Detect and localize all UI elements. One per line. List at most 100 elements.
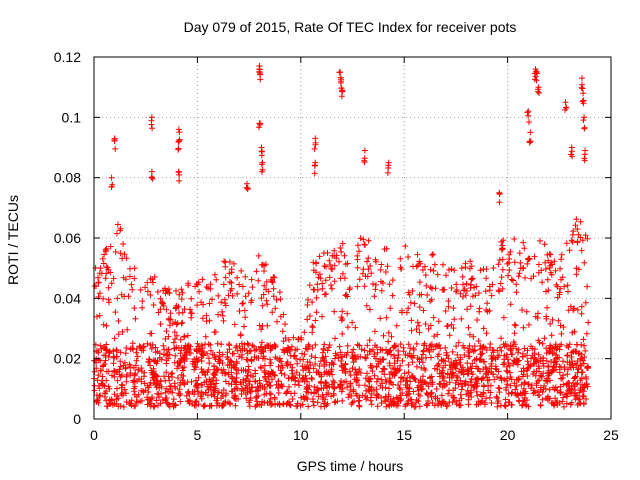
data-point — [507, 374, 514, 380]
data-point — [139, 304, 146, 311]
data-point — [331, 252, 338, 259]
data-point — [147, 275, 154, 282]
data-point — [550, 401, 557, 408]
data-point — [199, 276, 206, 283]
data-point — [296, 382, 302, 389]
data-point — [347, 372, 354, 379]
data-point — [416, 258, 423, 265]
data-point — [551, 359, 558, 366]
data-point — [496, 191, 503, 198]
data-point — [176, 291, 183, 298]
data-point — [391, 352, 398, 359]
data-point — [364, 342, 371, 349]
data-point — [504, 260, 511, 267]
data-point — [583, 380, 590, 387]
data-point — [344, 310, 351, 317]
data-point — [457, 391, 464, 398]
data-point — [446, 387, 453, 394]
data-point — [558, 375, 564, 382]
data-point — [378, 261, 385, 268]
data-point — [457, 362, 464, 369]
data-point — [512, 386, 519, 393]
data-point — [464, 288, 470, 294]
data-point — [118, 390, 125, 397]
data-point — [163, 360, 170, 367]
data-point — [505, 390, 512, 397]
data-point — [304, 316, 311, 323]
data-point — [430, 267, 437, 274]
data-point — [162, 397, 169, 404]
data-point — [378, 287, 385, 294]
data-point — [102, 352, 109, 359]
data-point — [187, 310, 194, 316]
data-point — [98, 270, 105, 277]
data-point — [379, 280, 386, 286]
data-point — [383, 378, 390, 385]
data-point — [122, 365, 129, 372]
data-point — [511, 259, 518, 266]
data-point — [131, 305, 138, 312]
data-point — [431, 261, 438, 268]
data-point — [385, 338, 392, 345]
data-point — [558, 330, 565, 337]
data-point — [111, 354, 118, 361]
data-point — [254, 383, 261, 390]
data-point — [574, 238, 581, 245]
data-point — [573, 362, 580, 369]
data-point — [511, 330, 518, 337]
data-point — [315, 393, 322, 400]
data-point — [525, 321, 532, 328]
data-point — [485, 369, 492, 376]
data-point — [248, 357, 255, 364]
data-point — [321, 363, 328, 370]
data-point — [423, 282, 430, 289]
data-point — [324, 400, 331, 407]
data-point — [546, 250, 553, 257]
data-point — [141, 369, 148, 376]
data-point — [573, 271, 580, 278]
data-point — [498, 274, 505, 281]
data-point — [312, 354, 319, 361]
data-point — [104, 403, 110, 410]
data-point — [320, 346, 327, 353]
data-point — [165, 346, 172, 353]
data-point — [359, 392, 366, 399]
data-point — [135, 366, 142, 373]
data-point — [330, 392, 337, 399]
data-point — [581, 157, 588, 164]
data-point — [372, 342, 379, 349]
data-point — [267, 395, 274, 402]
data-point — [346, 285, 353, 291]
data-point — [420, 347, 427, 354]
data-point — [490, 265, 497, 271]
data-point — [155, 402, 161, 409]
data-point — [324, 347, 331, 354]
data-point — [252, 403, 259, 410]
data-point — [306, 359, 313, 366]
data-point — [148, 330, 155, 337]
data-point — [416, 322, 422, 329]
data-point — [555, 317, 562, 324]
x-tick-label: 15 — [396, 427, 412, 443]
data-point — [528, 355, 535, 362]
data-point — [408, 317, 415, 324]
data-point — [522, 390, 529, 397]
data-point — [386, 385, 392, 392]
data-point — [349, 349, 355, 356]
data-point — [581, 259, 588, 266]
data-point — [101, 361, 108, 368]
data-point — [97, 357, 104, 364]
data-point — [428, 379, 435, 386]
data-point — [270, 285, 277, 292]
data-point — [114, 295, 121, 302]
data-point — [451, 267, 458, 274]
data-point — [420, 373, 426, 380]
data-point — [520, 239, 527, 246]
data-point — [524, 352, 530, 359]
data-point — [221, 258, 228, 265]
x-tick-label: 25 — [603, 427, 619, 443]
data-point — [507, 301, 514, 308]
data-point — [284, 388, 291, 395]
data-point — [249, 384, 256, 391]
data-point — [139, 298, 146, 305]
